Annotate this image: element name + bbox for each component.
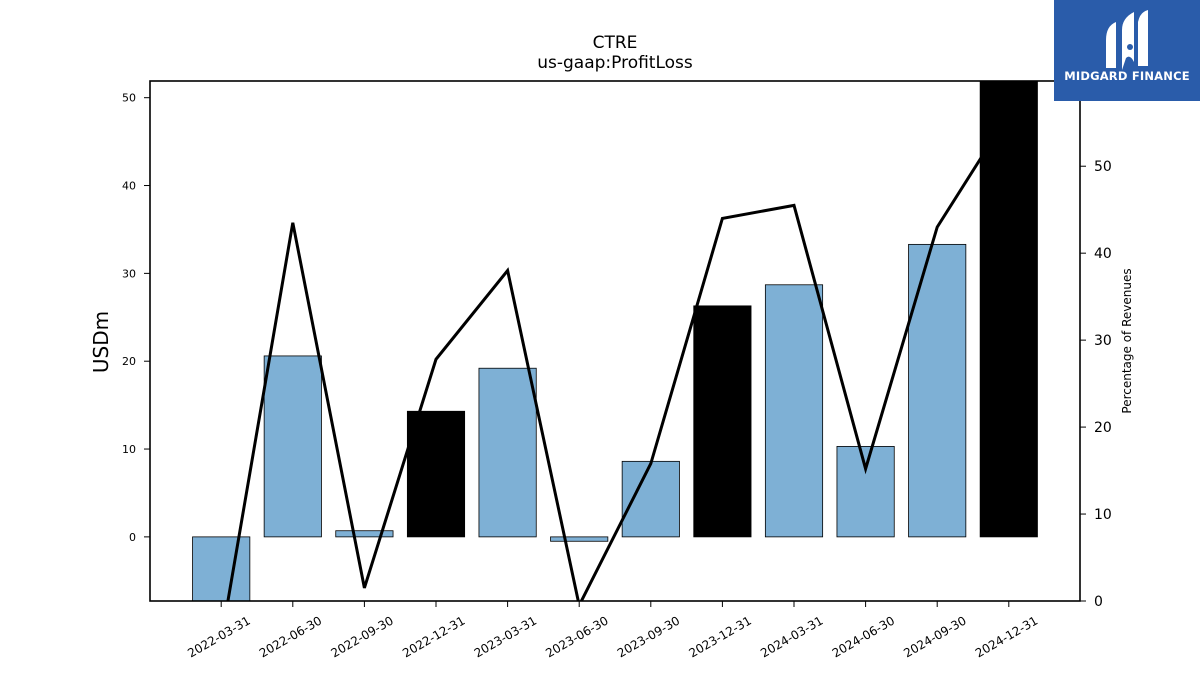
bar-2023-06-30 xyxy=(550,536,609,542)
percentage-line xyxy=(226,113,1011,601)
midgard-finance-logo: MIDGARD FINANCE xyxy=(1054,0,1200,101)
y2-tick-label: 40 xyxy=(1094,246,1112,262)
y2-tick-label: 10 xyxy=(1094,507,1112,523)
bar-2024-06-30 xyxy=(836,446,895,538)
y-tick-label: 30 xyxy=(122,267,136,280)
x-tick-label: 2022-09-30 xyxy=(328,613,395,660)
bar-2022-03-31 xyxy=(192,536,251,601)
y2-tick-label: 30 xyxy=(1094,333,1112,349)
logo-text: MIDGARD FINANCE xyxy=(1064,69,1190,83)
x-tick-label: 2022-06-30 xyxy=(257,613,324,660)
chart-title: CTRE xyxy=(593,33,638,53)
x-tick-label: 2024-12-31 xyxy=(973,613,1040,660)
y-tick-label: 40 xyxy=(122,180,136,193)
bar-2022-06-30 xyxy=(263,355,322,538)
chart-subtitle: us-gaap:ProfitLoss xyxy=(537,53,693,73)
x-tick-label: 2023-12-31 xyxy=(686,613,753,660)
x-tick-label: 2024-03-31 xyxy=(758,613,825,660)
bar-2023-03-31 xyxy=(478,367,537,538)
y-tick-label: 50 xyxy=(122,92,136,105)
x-tick-label: 2024-06-30 xyxy=(830,613,897,660)
line-group xyxy=(226,113,1011,601)
y-axis-label: USDm xyxy=(89,311,113,373)
y-tick-label: 20 xyxy=(122,355,136,368)
bar-2024-12-31 xyxy=(979,81,1038,538)
bar-2022-12-31 xyxy=(406,410,466,538)
bar-2023-12-31 xyxy=(693,305,752,538)
bar-2024-09-30 xyxy=(908,243,967,538)
x-tick-label: 2022-03-31 xyxy=(185,613,252,660)
y-tick-label: 0 xyxy=(129,531,136,544)
bar-2022-09-30 xyxy=(335,530,394,538)
x-tick-label: 2023-06-30 xyxy=(543,613,610,660)
bar-2023-09-30 xyxy=(621,460,680,538)
x-tick-label: 2024-09-30 xyxy=(901,613,968,660)
bar-2024-03-31 xyxy=(764,284,824,538)
x-tick-label: 2022-12-31 xyxy=(400,613,467,660)
logo-mark-icon xyxy=(1106,10,1148,70)
x-tick-label: 2023-03-31 xyxy=(472,613,539,660)
y-tick-label: 10 xyxy=(122,443,136,456)
y2-tick-label: 50 xyxy=(1094,159,1112,175)
y2-axis-label: Percentage of Revenues xyxy=(1120,268,1134,413)
plot-frame xyxy=(149,80,1081,602)
y2-tick-label: 20 xyxy=(1094,420,1112,436)
x-tick-label: 2023-09-30 xyxy=(615,613,682,660)
y2-tick-label: 0 xyxy=(1094,594,1103,610)
